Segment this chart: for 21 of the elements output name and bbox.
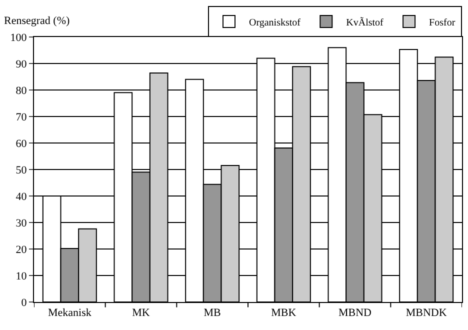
y-tick-label: 0 [21, 296, 28, 309]
y-tick-label: 80 [16, 84, 28, 97]
legend-label: Organiskstof [249, 17, 302, 28]
legend-label: KvÃlstof [346, 16, 384, 28]
x-tick-label: MBK [271, 307, 296, 320]
y-tick-label: 40 [16, 190, 28, 203]
y-axis-title: Rensegrad (%) [4, 15, 70, 27]
y-tick-label: 30 [16, 217, 28, 230]
x-tick-label: Mekanisk [48, 307, 92, 320]
y-tick-label: 10 [16, 270, 28, 282]
x-tick-label: MBNDK [406, 307, 447, 320]
legend-label: Fosfor [429, 17, 456, 28]
x-tick-label: MBND [338, 307, 372, 320]
y-tick-label: 70 [16, 111, 28, 124]
y-tick-label: 60 [16, 138, 28, 150]
x-tick-label: MK [132, 307, 150, 320]
y-tick-label: 20 [16, 244, 28, 256]
y-tick-label: 50 [16, 164, 28, 176]
x-tick-label: MB [204, 307, 221, 320]
y-tick-label: 100 [10, 32, 28, 44]
y-tick-label: 90 [16, 58, 28, 70]
